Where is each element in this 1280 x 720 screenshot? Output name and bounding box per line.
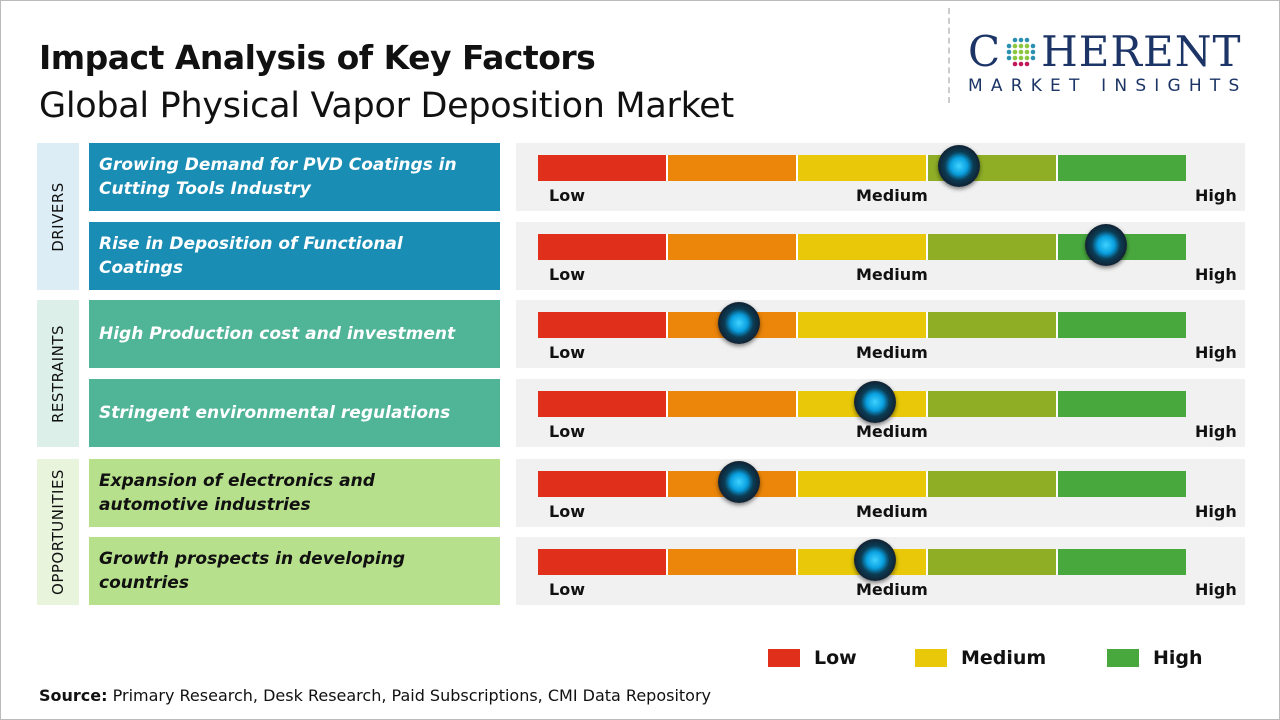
legend-item-medium: Medium <box>915 647 1046 669</box>
group-label-text: RESTRAINTS <box>49 324 67 423</box>
scale-high-label: High <box>1195 502 1237 521</box>
group-label-text: DRIVERS <box>49 181 67 252</box>
scale-low-label: Low <box>549 422 585 441</box>
impact-segment-5 <box>1058 549 1186 575</box>
impact-indicator-knob <box>853 539 896 581</box>
impact-scale: Low Medium High <box>516 143 1245 211</box>
impact-scale: Low Medium High <box>516 459 1245 527</box>
factor-label: Rise in Deposition of Functional Coating… <box>89 222 500 290</box>
legend-item-high: High <box>1107 647 1203 669</box>
scale-low-label: Low <box>549 186 585 205</box>
impact-segment-2 <box>668 549 798 575</box>
group-label-restraints: RESTRAINTS <box>37 300 79 447</box>
source-text: Primary Research, Desk Research, Paid Su… <box>107 686 711 705</box>
impact-bar <box>538 155 1186 181</box>
impact-segment-4 <box>928 471 1058 497</box>
legend-swatch <box>768 649 800 667</box>
factor-label: Growing Demand for PVD Coatings in Cutti… <box>89 143 500 211</box>
factor-text: Growth prospects in developing countries <box>99 549 406 593</box>
scale-medium-label: Medium <box>856 265 928 284</box>
group-label-drivers: DRIVERS <box>37 143 79 290</box>
page-subtitle: Global Physical Vapor Deposition Market <box>39 86 734 126</box>
impact-segment-2 <box>668 391 798 417</box>
impact-segment-1 <box>538 155 668 181</box>
impact-segment-2 <box>668 234 798 260</box>
impact-segment-5 <box>1058 155 1186 181</box>
impact-segment-1 <box>538 312 668 338</box>
scale-medium-label: Medium <box>856 502 928 521</box>
scale-high-label: High <box>1195 343 1237 362</box>
impact-segment-4 <box>928 312 1058 338</box>
logo-divider <box>948 8 950 103</box>
source-label: Source: <box>39 686 108 705</box>
impact-scale: Low Medium High <box>516 537 1245 605</box>
factor-label: Growth prospects in developing countries <box>89 537 500 605</box>
scale-low-label: Low <box>549 265 585 284</box>
factor-text: Rise in Deposition of Functional Coating… <box>99 234 403 278</box>
scale-medium-label: Medium <box>856 580 928 599</box>
page-title: Impact Analysis of Key Factors <box>39 38 596 77</box>
source-note: Source: Primary Research, Desk Research,… <box>39 686 711 705</box>
factor-label: Expansion of electronics and automotive … <box>89 459 500 527</box>
impact-bar <box>538 549 1186 575</box>
impact-segment-3 <box>798 312 928 338</box>
impact-segment-3 <box>798 471 928 497</box>
factor-label: Stringent environmental regulations <box>89 379 500 447</box>
group-label-text: OPPORTUNITIES <box>49 469 68 595</box>
logo-text-herent: HERENT <box>1041 27 1242 76</box>
factor-text: Stringent environmental regulations <box>99 403 451 423</box>
scale-high-label: High <box>1195 265 1237 284</box>
legend-swatch <box>1107 649 1139 667</box>
legend-label: Low <box>814 647 857 669</box>
factor-label: High Production cost and investment <box>89 300 500 368</box>
impact-segment-4 <box>928 234 1058 260</box>
scale-medium-label: Medium <box>856 422 928 441</box>
logo-text-c: C <box>968 27 1002 76</box>
group-label-opportunities: OPPORTUNITIES <box>37 459 79 605</box>
impact-segment-1 <box>538 391 668 417</box>
scale-low-label: Low <box>549 502 585 521</box>
legend-item-low: Low <box>768 647 857 669</box>
scale-low-label: Low <box>549 343 585 362</box>
scale-high-label: High <box>1195 186 1237 205</box>
impact-segment-3 <box>798 155 928 181</box>
impact-bar <box>538 234 1186 260</box>
scale-medium-label: Medium <box>856 343 928 362</box>
impact-indicator-knob <box>853 381 896 423</box>
impact-segment-1 <box>538 234 668 260</box>
impact-scale: Low Medium High <box>516 300 1245 368</box>
scale-high-label: High <box>1195 580 1237 599</box>
impact-segment-3 <box>798 234 928 260</box>
logo-subtitle: MARKET INSIGHTS <box>968 76 1248 96</box>
globe-icon <box>1006 37 1036 67</box>
impact-segment-1 <box>538 471 668 497</box>
impact-segment-5 <box>1058 312 1186 338</box>
scale-high-label: High <box>1195 422 1237 441</box>
impact-scale: Low Medium High <box>516 222 1245 290</box>
impact-indicator-knob <box>938 145 981 187</box>
impact-indicator-knob <box>1085 224 1128 266</box>
logo: C HERENT MARKET INSIGHTS <box>968 27 1263 97</box>
factor-text: Growing Demand for PVD Coatings in Cutti… <box>99 155 457 199</box>
impact-segment-5 <box>1058 471 1186 497</box>
scale-medium-label: Medium <box>856 186 928 205</box>
impact-segment-2 <box>668 155 798 181</box>
factor-text: High Production cost and investment <box>99 324 456 344</box>
impact-segment-4 <box>928 391 1058 417</box>
legend-label: High <box>1153 647 1203 669</box>
legend-swatch <box>915 649 947 667</box>
impact-segment-5 <box>1058 391 1186 417</box>
impact-indicator-knob <box>717 461 760 503</box>
impact-bar <box>538 312 1186 338</box>
impact-segment-4 <box>928 549 1058 575</box>
scale-low-label: Low <box>549 580 585 599</box>
impact-segment-1 <box>538 549 668 575</box>
factor-text: Expansion of electronics and automotive … <box>99 471 375 515</box>
impact-bar <box>538 471 1186 497</box>
legend-label: Medium <box>961 647 1047 669</box>
impact-scale: Low Medium High <box>516 379 1245 447</box>
impact-indicator-knob <box>717 302 760 344</box>
